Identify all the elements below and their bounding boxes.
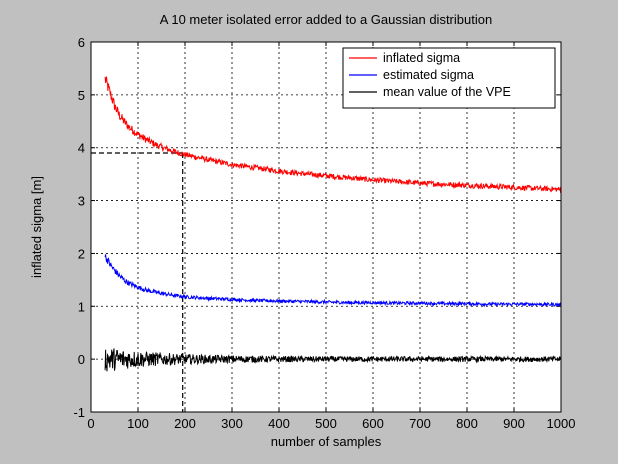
series-line	[104, 76, 562, 194]
y-tick-label: 5	[78, 88, 85, 103]
x-tick-label: 0	[87, 416, 94, 431]
y-tick-label: 2	[78, 246, 85, 261]
plot-frame	[90, 41, 562, 413]
y-tick-label: 6	[78, 35, 85, 50]
x-axis-label: number of samples	[271, 434, 382, 449]
legend-box	[342, 47, 556, 109]
x-tick-label: 1000	[547, 416, 576, 431]
legend-entry: estimated sigma	[383, 68, 474, 82]
y-tick-label: 0	[78, 352, 85, 367]
series-line	[104, 348, 562, 372]
x-tick-label: 500	[315, 416, 337, 431]
x-tick-label: 400	[268, 416, 290, 431]
y-axis-label: inflated sigma [m]	[29, 176, 44, 278]
x-tick-label: 600	[362, 416, 384, 431]
data-series	[104, 76, 562, 372]
y-tick-label: -1	[73, 405, 85, 420]
x-tick-label: 100	[127, 416, 149, 431]
x-tick-label: 800	[456, 416, 478, 431]
legend-entry: inflated sigma	[383, 51, 460, 65]
x-tick-label: 300	[221, 416, 243, 431]
y-tick-label: 4	[78, 141, 85, 156]
annotation-lines	[91, 152, 184, 412]
chart-title: A 10 meter isolated error added to a Gau…	[160, 12, 492, 27]
legend-entry: mean value of the VPE	[383, 85, 511, 99]
x-tick-label: 700	[409, 416, 431, 431]
x-tick-label: 200	[174, 416, 196, 431]
y-tick-label: 1	[78, 299, 85, 314]
legend: inflated sigma estimated sigma mean value …	[342, 47, 556, 109]
y-tick-label: 3	[78, 194, 85, 209]
x-tick-label: 900	[503, 416, 525, 431]
axis-ticks: 0 100 200 300 400 500 600 700 800 900 1000-1012345…	[73, 35, 575, 431]
series-line	[104, 254, 562, 308]
